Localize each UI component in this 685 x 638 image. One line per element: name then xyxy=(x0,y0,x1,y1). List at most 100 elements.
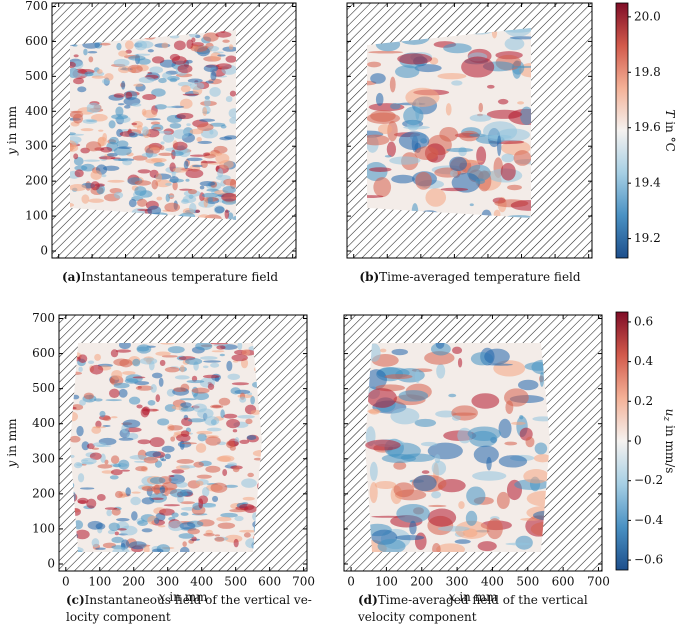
field-blob xyxy=(218,397,231,406)
field-blob xyxy=(160,141,165,145)
field-blob xyxy=(189,81,205,90)
y-tick-label: 0 xyxy=(40,244,48,258)
field-blob xyxy=(511,421,526,425)
field-blob xyxy=(136,198,148,207)
field-blob xyxy=(367,388,397,408)
field-blob xyxy=(368,50,404,54)
field-blob xyxy=(212,495,219,502)
field-blob xyxy=(185,178,190,182)
field-blob xyxy=(182,541,187,547)
field-blob xyxy=(107,179,125,183)
field-blob xyxy=(396,504,430,523)
field-blob xyxy=(160,343,175,345)
field-blob xyxy=(162,133,175,143)
field-blob xyxy=(227,373,241,380)
field-blob xyxy=(86,498,97,509)
field-blob xyxy=(533,454,550,463)
field-blob xyxy=(207,383,215,390)
field-blob xyxy=(196,474,212,479)
field-blob xyxy=(95,420,102,428)
field-blob xyxy=(146,118,161,121)
field-blob xyxy=(164,202,181,212)
field-blob xyxy=(114,490,123,499)
field-blob xyxy=(187,78,203,83)
field-blob xyxy=(183,160,189,170)
field-blob xyxy=(77,497,89,505)
field-blob xyxy=(365,439,401,451)
field-blob xyxy=(195,480,204,487)
field-blob xyxy=(113,58,130,67)
field-blob xyxy=(469,203,474,207)
field-blob xyxy=(172,167,189,173)
field-blob xyxy=(373,177,392,198)
field-blob xyxy=(73,153,79,160)
field-blob xyxy=(428,504,447,508)
colorbar-tick-label: 19.6 xyxy=(634,120,661,134)
field-blob xyxy=(210,71,217,81)
field-blob xyxy=(180,199,190,204)
field-blob xyxy=(135,466,148,472)
field-blob xyxy=(118,343,131,350)
field-blob xyxy=(153,162,165,167)
field-blob xyxy=(486,456,492,471)
field-blob xyxy=(70,144,79,152)
field-blob xyxy=(141,406,151,416)
field-blob xyxy=(111,507,121,516)
field-blob xyxy=(219,159,234,169)
field-blob xyxy=(172,141,188,151)
field-blob xyxy=(454,539,471,544)
field-blob xyxy=(111,369,123,381)
field-blob xyxy=(195,343,213,351)
field-blob xyxy=(205,436,221,446)
field-blob xyxy=(222,469,228,477)
field-blob xyxy=(226,360,233,372)
x-tick-label: 600 xyxy=(552,575,575,589)
caption-text: locity component xyxy=(66,610,171,624)
field xyxy=(70,343,262,552)
x-tick-label: 700 xyxy=(292,575,315,589)
field-blob xyxy=(509,36,531,40)
caption-label: (b) xyxy=(359,270,379,284)
field-blob xyxy=(87,360,95,364)
field-blob xyxy=(92,442,107,447)
field-blob xyxy=(180,402,192,408)
field-blob xyxy=(159,59,177,68)
field-blob xyxy=(134,460,147,463)
field-blob xyxy=(84,71,94,77)
colorbar-tick-label: 0.4 xyxy=(634,354,653,368)
field-blob xyxy=(475,178,486,185)
field-blob xyxy=(91,426,102,434)
field-blob xyxy=(222,185,236,194)
y-tick-label: 300 xyxy=(32,451,55,465)
field-blob xyxy=(227,462,238,467)
field-blob xyxy=(70,435,81,443)
field-blob xyxy=(198,498,204,509)
field-blob xyxy=(211,350,225,353)
field-blob xyxy=(87,51,98,54)
field-blob xyxy=(190,44,208,52)
field-blob xyxy=(200,160,217,164)
field-blob xyxy=(431,491,441,499)
field-blob xyxy=(180,430,190,437)
field-blob xyxy=(389,156,421,165)
x-tick-label: 100 xyxy=(88,575,111,589)
field-blob xyxy=(108,522,120,532)
field-blob xyxy=(199,180,216,187)
field-blob xyxy=(195,209,201,213)
field-blob xyxy=(161,458,167,462)
field-blob xyxy=(122,419,141,428)
field-blob xyxy=(111,114,129,120)
field-blob xyxy=(216,345,226,350)
field-blob xyxy=(72,77,85,85)
field-blob xyxy=(220,409,225,419)
field-blob xyxy=(367,80,377,86)
x-axis-label-symbol: x xyxy=(159,590,166,604)
field-blob xyxy=(88,198,104,203)
colorbar-tick-label: −0.2 xyxy=(634,473,663,487)
field-blob xyxy=(73,462,83,469)
caption-label: (c) xyxy=(66,593,85,607)
field-blob xyxy=(136,344,152,354)
field-blob xyxy=(219,136,233,141)
caption: locity component xyxy=(66,610,171,624)
field-blob xyxy=(124,105,131,109)
